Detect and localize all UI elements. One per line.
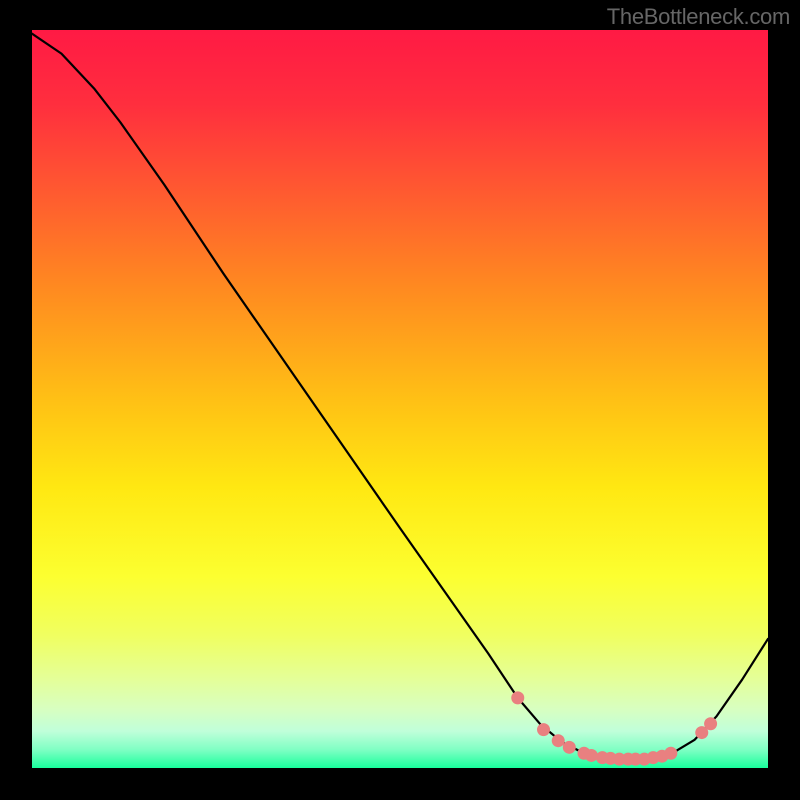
plot-svg (32, 30, 768, 768)
data-dot (585, 749, 598, 762)
gradient-background (32, 30, 768, 768)
data-dot (704, 717, 717, 730)
data-dot (511, 691, 524, 704)
plot-area (32, 30, 768, 768)
data-dot (552, 734, 565, 747)
data-dot (537, 723, 550, 736)
data-dot (563, 741, 576, 754)
chart-container: TheBottleneck.com (0, 0, 800, 800)
watermark-label: TheBottleneck.com (607, 4, 790, 30)
data-dot (664, 747, 677, 760)
